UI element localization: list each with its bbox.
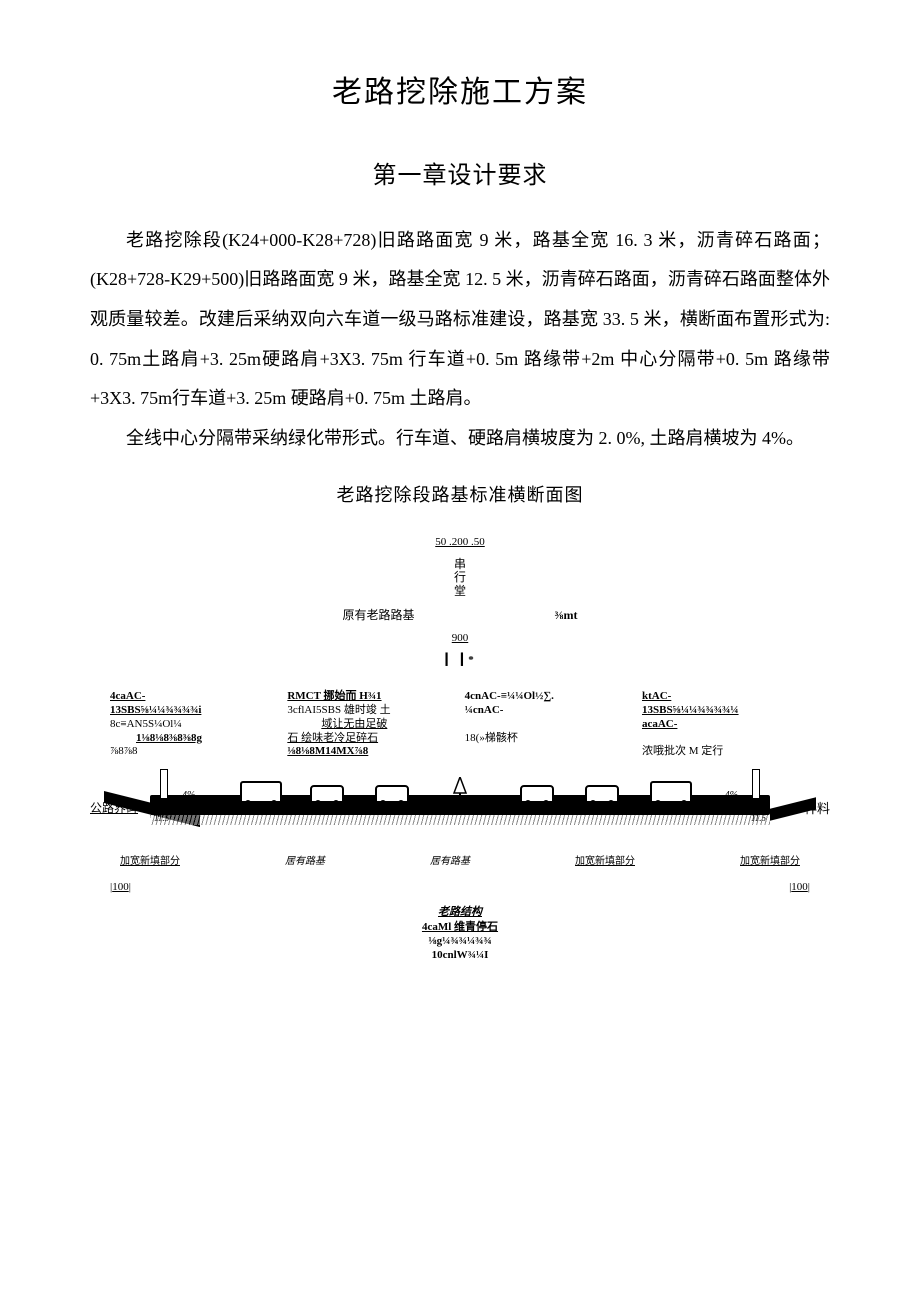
l3b: ¼cnAC-	[465, 704, 504, 716]
l4c: acaAC-	[642, 718, 677, 730]
center-stack: 老路结构 4caMl 维青停石 ⅛g¼¾¾¼¾¾ 10cnlW¾¼I	[90, 905, 830, 962]
l2c: 域让无由足破	[321, 718, 387, 730]
vehicle-car-2	[375, 785, 409, 803]
dim-100-r: |100|	[789, 875, 810, 899]
subgrade-hatch	[150, 815, 770, 825]
u-r1: 加宽新填部分	[575, 851, 635, 873]
cs-b: 4caMl 维青停石	[422, 921, 498, 933]
layer-col-3: 4cnAC-≡¼¼Ol½∑. ¼cnAC- 18(»梯骸杯	[465, 690, 633, 759]
post-left	[160, 769, 168, 799]
post-right	[752, 769, 760, 799]
vehicle-car-4	[585, 785, 619, 803]
layer-col-1: 4caAC- 13SBS⅝¼¼¾¾¾¾i 8c≡AN5S¼Ol¼ 1⅛8⅛8⅜8…	[110, 690, 278, 759]
dim-900: 900	[90, 626, 830, 650]
vehicle-bus-r	[650, 781, 692, 803]
l4b: 13SBS⅝¼¼¾¾¾¾¼	[642, 704, 739, 716]
cs-c: ⅛g¼¾¾¼¾¾	[428, 935, 491, 947]
dim-100-row: |100| |100|	[110, 875, 810, 899]
vehicle-car-1	[310, 785, 344, 803]
mid-labels: 原有老路路基 ⅜mt	[90, 608, 830, 622]
cross-section-figure: 50 .200 .50 串行堂 原有老路路基 ⅜mt 900 ┃ ┃* 4caA…	[90, 530, 830, 963]
vehicle-bus-l	[240, 781, 282, 803]
cs-d: 10cnlW¾¼I	[432, 949, 489, 961]
l1c: 8c≡AN5S¼Ol¼	[110, 718, 182, 730]
slope-4pct-r: 4%	[725, 785, 738, 807]
figure-caption: 老路挖除段路基标准横断面图	[90, 476, 830, 516]
l1e: ⅞8⅞8	[110, 745, 138, 757]
l1d: 1⅛8⅛8⅜8⅜8g	[136, 732, 202, 744]
u-c: 居有路基	[430, 851, 470, 873]
vertical-label: 串行堂	[454, 558, 466, 598]
layer-col-2: RMCT 挪始而 H¾1 3cflAI5SBS 雄时竣 土 域让无由足破 石 绘…	[287, 690, 455, 759]
slope-4pct-l: 4%	[182, 785, 195, 807]
cs-a: 老路结构	[438, 906, 482, 918]
vehicle-car-3	[520, 785, 554, 803]
l2b: 3cflAI5SBS 雄时竣 土	[287, 704, 390, 716]
l4d: 浓哦批次 M 定行	[642, 745, 723, 757]
u-l2: 居有路基	[285, 851, 325, 873]
mark-115-r: 11.5	[751, 809, 766, 829]
l2e: ⅛8⅛8M14MX⅞8	[287, 745, 368, 757]
dim-900-bar: ┃ ┃*	[90, 648, 830, 672]
l2a: RMCT 挪始而 H¾1	[287, 690, 381, 702]
layer-labels-row: 4caAC- 13SBS⅝¼¼¾¾¾¾i 8c≡AN5S¼Ol¼ 1⅛8⅛8⅜8…	[110, 690, 810, 759]
mark-115-l: 11.5	[154, 809, 169, 829]
l1a: 4caAC-	[110, 690, 145, 702]
under-labels: 加宽新填部分 居有路基 居有路基 加宽新填部分 加宽新填部分	[120, 851, 800, 873]
paragraph-1: 老路挖除段(K24+000-K28+728)旧路路面宽 9 米，路基全宽 16.…	[90, 221, 830, 419]
l3a: 4cnAC-≡¼¼Ol½∑.	[465, 690, 554, 702]
dim-top-text: 50 .200 .50	[435, 536, 485, 548]
chapter-title: 第一章设计要求	[90, 150, 830, 203]
l1b: 13SBS⅝¼¼¾¾¾¾i	[110, 704, 201, 716]
layer-col-4: ktAC- 13SBS⅝¼¼¾¾¾¾¼ acaAC- 浓哦批次 M 定行	[642, 690, 810, 759]
dim-top: 50 .200 .50	[90, 530, 830, 554]
mid-left: 原有老路路基	[342, 608, 414, 622]
l3c: 18(»梯骸杯	[465, 732, 518, 744]
paragraph-2: 全线中心分隔带采纳绿化带形式。行车道、硬路肩横坡度为 2. 0%, 土路肩横坡为…	[90, 419, 830, 459]
doc-title: 老路挖除施工方案	[90, 60, 830, 126]
median-divider	[452, 777, 468, 799]
l2d: 石 绘味老冷足碎石	[287, 732, 378, 744]
u-l1: 加宽新填部分	[120, 851, 180, 873]
l4a: ktAC-	[642, 690, 671, 702]
cross-section-drawing: 公路界碑 柈料 4% 2.0% 2.0% 4% 11.5 11.5	[90, 763, 830, 847]
u-r2: 加宽新填部分	[740, 851, 800, 873]
mid-right: ⅜mt	[555, 608, 578, 622]
dim-100-l: |100|	[110, 875, 131, 899]
